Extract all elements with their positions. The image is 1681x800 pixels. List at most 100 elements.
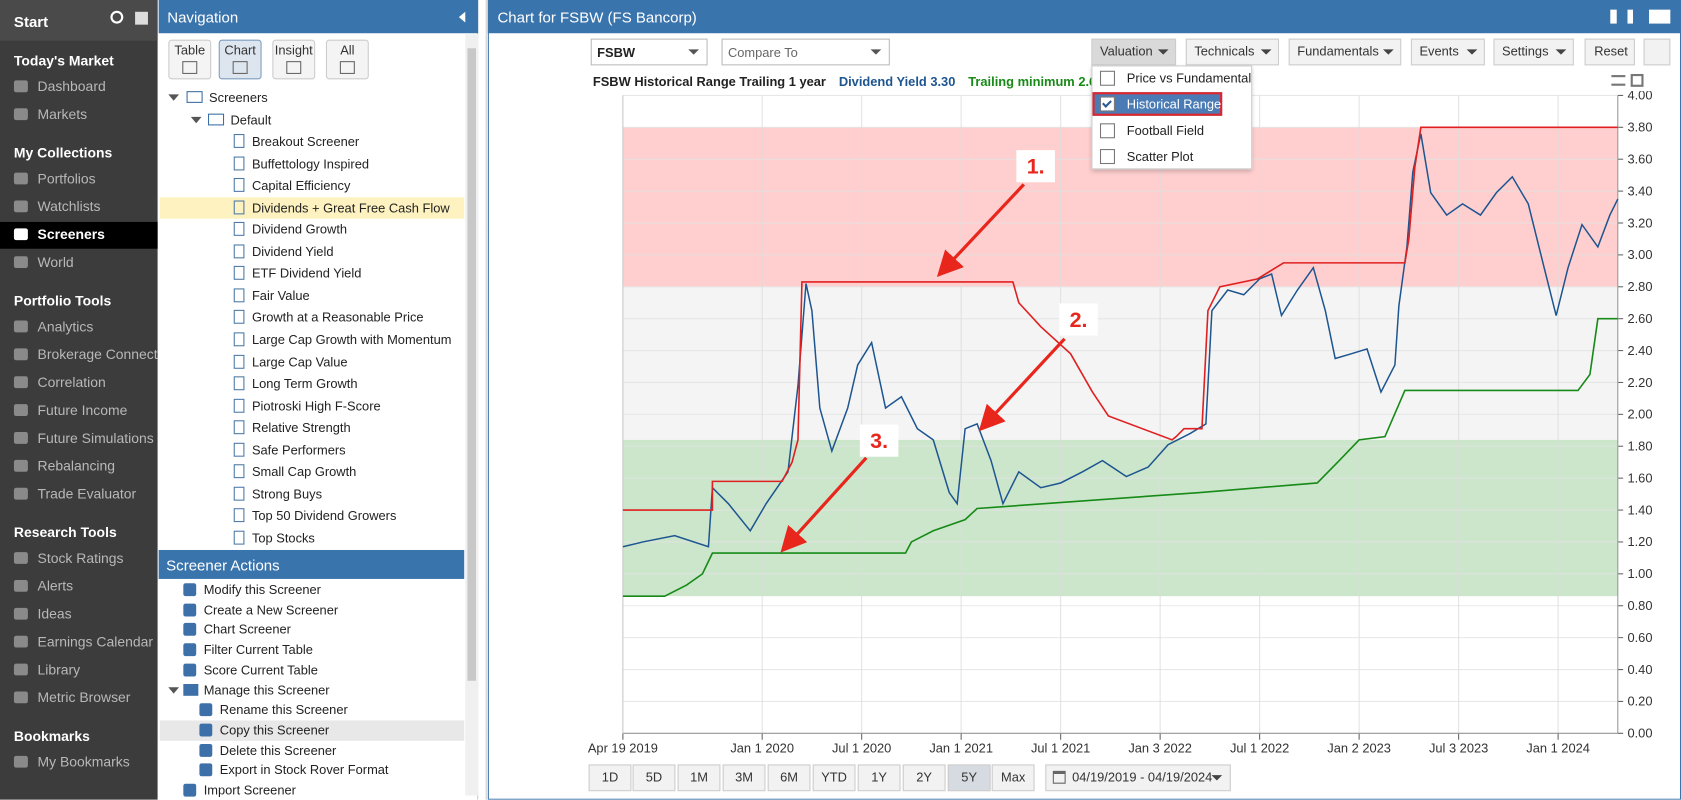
range-button[interactable]: 1D	[588, 764, 632, 792]
header-icons	[1610, 9, 1671, 24]
sidebar-item[interactable]: Markets	[37, 106, 88, 123]
menu-button[interactable]	[1288, 38, 1402, 66]
screener-item[interactable]: Small Cap Growth	[251, 464, 357, 480]
sidebar-item[interactable]: World	[37, 254, 74, 271]
dropdown-option[interactable]: Football Field	[1126, 123, 1205, 139]
sidebar-item[interactable]: Rebalancing	[37, 457, 116, 474]
sidebar-item[interactable]: Library	[37, 661, 81, 678]
date-range-box[interactable]	[1045, 764, 1231, 792]
action-item[interactable]: Export in Stock Rover Format	[219, 762, 389, 778]
dropdown-option[interactable]: Historical Range	[1126, 96, 1222, 112]
screener-item[interactable]: Dividends + Great Free Cash Flow	[251, 200, 450, 216]
dropdown-option[interactable]: Scatter Plot	[1126, 149, 1194, 165]
screener-item[interactable]: Piotroski High F-Score	[251, 398, 381, 414]
range-button[interactable]: 6M	[767, 764, 811, 792]
screener-item[interactable]: Growth at a Reasonable Price	[251, 310, 424, 326]
action-item[interactable]: Score Current Table	[203, 662, 318, 678]
action-item[interactable]: Delete this Screener	[219, 742, 337, 758]
sidebar-item[interactable]: Correlation	[37, 374, 106, 391]
screener-item[interactable]: Large Cap Value	[251, 354, 348, 370]
reset-button[interactable]	[1584, 38, 1635, 66]
action-icon	[183, 583, 197, 597]
screener-item[interactable]: Top 50 Dividend Growers	[251, 508, 397, 524]
checkbox[interactable]	[1099, 96, 1115, 112]
sidebar-item[interactable]: Future Income	[37, 402, 128, 419]
screener-item[interactable]: Capital Efficiency	[251, 178, 351, 194]
range-button[interactable]: Max	[991, 764, 1035, 792]
sidebar-item[interactable]: Trade Evaluator	[37, 485, 137, 502]
action-item[interactable]: Modify this Screener	[203, 582, 321, 598]
screener-item[interactable]: Breakout Screener	[251, 134, 360, 150]
tree-folder[interactable]: Default	[230, 112, 272, 128]
doc-icon	[233, 420, 245, 435]
doc-icon	[233, 244, 245, 259]
camera-button[interactable]	[1643, 38, 1671, 66]
action-item[interactable]: Chart Screener	[203, 622, 291, 638]
sidebar-item[interactable]: Earnings Calendar	[37, 633, 153, 650]
range-button[interactable]: 3M	[722, 764, 766, 792]
action-item[interactable]: Filter Current Table	[203, 642, 313, 658]
screener-item[interactable]: Buffettology Inspired	[251, 156, 370, 172]
select-box[interactable]	[590, 38, 708, 66]
sidebar-item[interactable]: Screeners	[37, 226, 105, 243]
screener-item[interactable]: Dividend Growth	[251, 222, 348, 238]
action-item[interactable]: Import Screener	[203, 782, 296, 798]
tree-root[interactable]: Screeners	[209, 90, 268, 106]
action-icon	[183, 603, 197, 617]
sidebar-item[interactable]: Watchlists	[37, 198, 101, 215]
view-tab[interactable]: Table	[168, 39, 212, 80]
range-button[interactable]: 2Y	[902, 764, 946, 792]
screener-item[interactable]: ETF Dividend Yield	[251, 266, 362, 282]
screener-item[interactable]: Large Cap Growth with Momentum	[251, 332, 452, 348]
action-item[interactable]: Copy this Screener	[219, 722, 330, 738]
tab-label: Table	[174, 42, 206, 58]
range-button[interactable]: 5Y	[947, 764, 991, 792]
sidebar-item[interactable]: Portfolios	[37, 170, 96, 187]
dropdown-option[interactable]: Price vs Fundamental	[1126, 70, 1252, 86]
range-button[interactable]: 1Y	[857, 764, 901, 792]
select-box[interactable]	[721, 38, 890, 66]
sidebar-item[interactable]: My Bookmarks	[37, 753, 130, 770]
section-title: My Collections	[13, 144, 113, 161]
sidebar-item[interactable]: Stock Ratings	[37, 549, 124, 567]
checkbox[interactable]	[1099, 149, 1115, 165]
sidebar-item[interactable]: Metric Browser	[37, 689, 131, 706]
range-button[interactable]: 1M	[677, 764, 721, 792]
screener-item[interactable]: Top Stocks	[251, 530, 315, 546]
folder-icon	[207, 113, 225, 126]
tab-icon	[232, 61, 248, 74]
screener-item[interactable]: Safe Performers	[251, 442, 346, 458]
screener-item[interactable]: Strong Buys	[251, 486, 323, 502]
view-tab[interactable]: All	[325, 39, 369, 80]
action-item[interactable]: Rename this Screener	[219, 702, 348, 718]
screener-item[interactable]: Long Term Growth	[251, 376, 358, 392]
nav-icon	[13, 487, 28, 500]
y-tick-label: 0.60	[1627, 630, 1652, 645]
checkbox[interactable]	[1099, 123, 1115, 139]
screener-item[interactable]: Relative Strength	[251, 420, 351, 436]
sidebar-item[interactable]: Ideas	[37, 605, 72, 622]
view-tab[interactable]: Insight	[272, 39, 316, 80]
range-button[interactable]: 5D	[632, 764, 676, 792]
sidebar-item[interactable]: Dashboard	[37, 78, 106, 95]
y-tick-label: 3.00	[1627, 247, 1652, 262]
sidebar-item[interactable]: Brokerage Connect	[37, 346, 158, 363]
x-tick-label: Jan 1 2021	[929, 741, 993, 756]
view-tab[interactable]: Chart	[218, 39, 262, 80]
sidebar-item[interactable]: Analytics	[37, 318, 94, 335]
doc-icon	[233, 156, 245, 170]
screener-item[interactable]: Fair Value	[251, 288, 310, 304]
sidebar-item[interactable]: Alerts	[37, 577, 74, 594]
range-button[interactable]: YTD	[812, 764, 856, 792]
nav-icon	[13, 80, 28, 93]
screener-item[interactable]: Dividend Yield	[251, 244, 334, 260]
folder-icon	[183, 683, 199, 696]
section-title: Portfolio Tools	[13, 292, 112, 309]
checkbox[interactable]	[1099, 70, 1115, 86]
y-tick-label: 2.80	[1627, 279, 1652, 294]
y-tick-label: 2.60	[1627, 311, 1652, 326]
action-group[interactable]: Manage this Screener	[203, 682, 330, 698]
action-item[interactable]: Create a New Screener	[203, 602, 339, 618]
x-tick-label: Jan 3 2022	[1128, 741, 1192, 756]
sidebar-item[interactable]: Future Simulations	[37, 429, 154, 446]
